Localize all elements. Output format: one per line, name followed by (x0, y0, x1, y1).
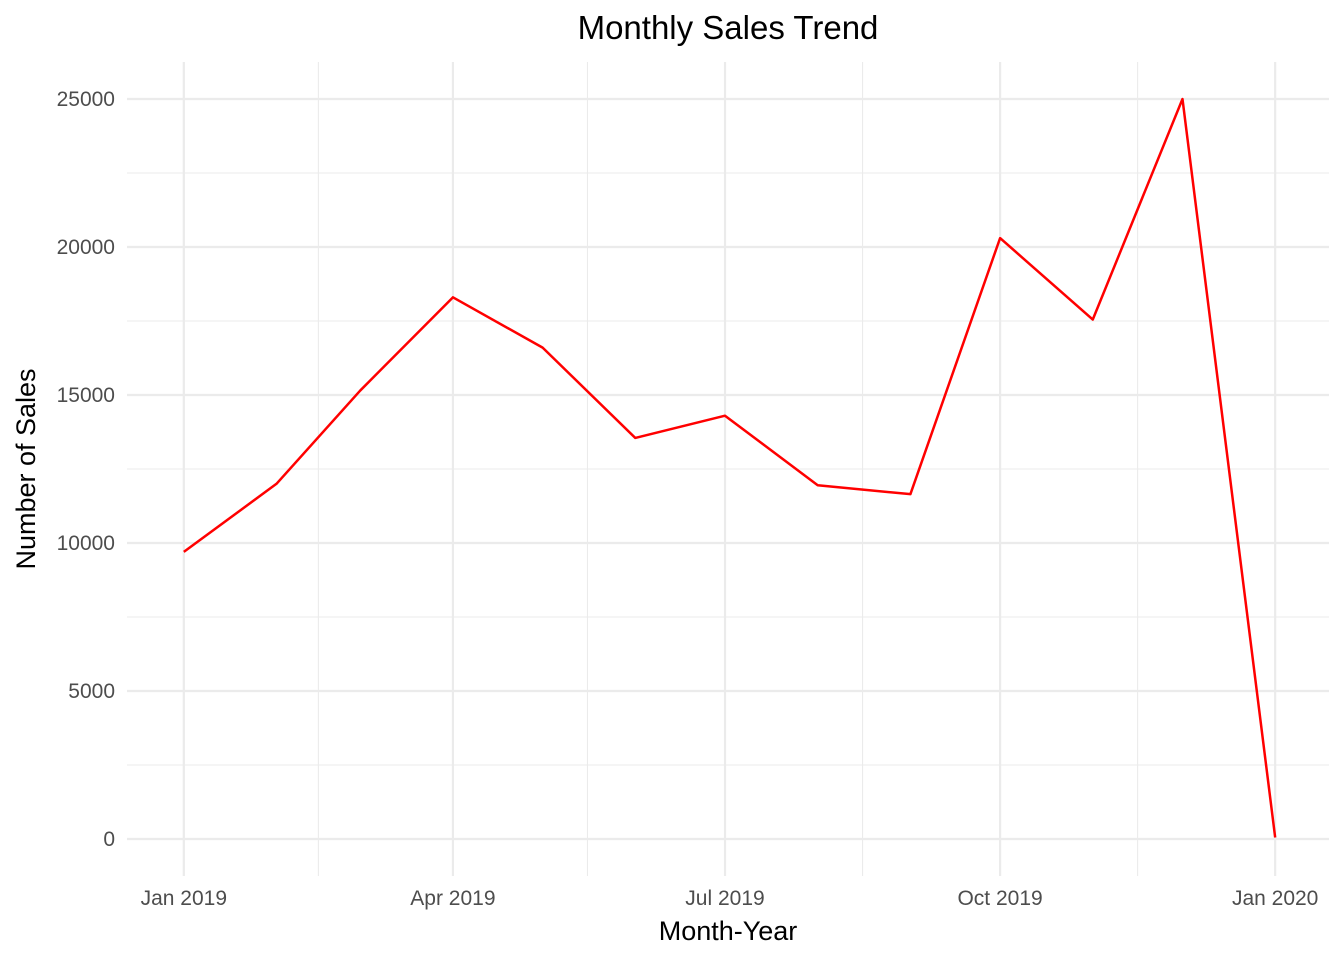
y-tick-label: 25000 (57, 88, 115, 111)
y-tick-label: 5000 (68, 680, 115, 703)
x-tick-label: Oct 2019 (957, 887, 1042, 910)
x-tick-label: Jan 2020 (1232, 887, 1318, 910)
grid (127, 62, 1329, 876)
y-tick-label: 0 (103, 828, 115, 851)
sales-series-line (183, 97, 1277, 838)
y-tick-label: 15000 (57, 384, 115, 407)
x-tick-label: Apr 2019 (410, 887, 495, 910)
x-tick-label: Jul 2019 (685, 887, 764, 910)
y-tick-label: 10000 (57, 532, 115, 555)
x-axis-ticks: Jan 2019 Apr 2019 Jul 2019 Oct 2019 Jan 2020 (141, 887, 1319, 910)
series-layer (183, 97, 1277, 838)
y-axis-label: Number of Sales (11, 368, 41, 569)
y-axis-ticks: 0 5000 10000 15000 20000 25000 (57, 88, 115, 851)
x-tick-label: Jan 2019 (141, 887, 227, 910)
x-axis-label: Month-Year (659, 916, 798, 946)
y-tick-label: 20000 (57, 236, 115, 259)
chart-title: Monthly Sales Trend (578, 9, 879, 46)
